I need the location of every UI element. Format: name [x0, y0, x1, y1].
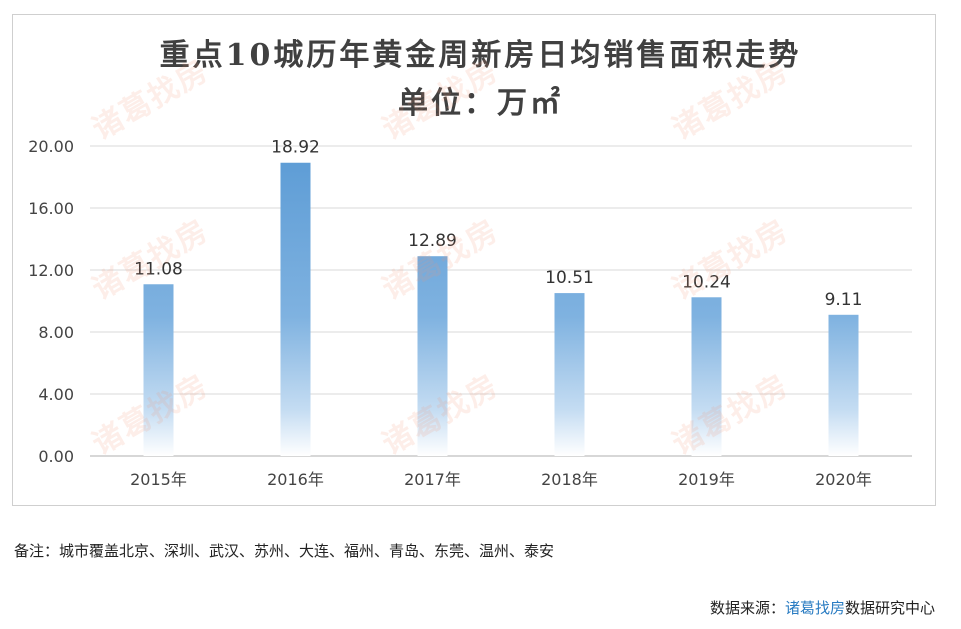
bar — [554, 293, 585, 456]
x-tick-label: 2016年 — [267, 470, 324, 489]
y-tick-label: 16.00 — [28, 199, 74, 218]
footnote: 备注：城市覆盖北京、深圳、武汉、苏州、大连、福州、青岛、东莞、温州、泰安 — [14, 542, 555, 560]
x-tick-label: 2019年 — [678, 470, 735, 489]
data-label: 11.08 — [134, 259, 183, 279]
source-suffix: 数据研究中心 — [844, 599, 935, 617]
data-label: 18.92 — [271, 138, 320, 158]
x-tick-label: 2020年 — [815, 470, 872, 489]
data-label: 10.51 — [545, 268, 594, 288]
y-tick-label: 0.00 — [38, 447, 74, 466]
bar — [417, 256, 448, 456]
x-tick-label: 2015年 — [130, 470, 187, 489]
y-tick-label: 4.00 — [38, 385, 74, 404]
data-label: 12.89 — [408, 231, 457, 251]
bar — [143, 284, 174, 456]
data-label: 9.11 — [825, 290, 863, 310]
y-tick-label: 8.00 — [38, 323, 74, 342]
chart-title: 重点10城历年黄金周新房日均销售面积走势 — [159, 38, 802, 73]
data-source: 数据来源：诸葛找房数据研究中心 — [710, 597, 935, 618]
y-tick-label: 12.00 — [28, 261, 74, 280]
chart-subtitle: 单位：万㎡ — [398, 86, 563, 121]
bar — [828, 314, 859, 456]
y-tick-label: 20.00 — [28, 137, 74, 156]
x-tick-label: 2017年 — [404, 470, 461, 489]
x-tick-label: 2018年 — [541, 470, 598, 489]
bar — [280, 162, 311, 457]
source-brand: 诸葛找房 — [784, 599, 845, 617]
source-prefix: 数据来源： — [709, 599, 785, 617]
bar — [691, 297, 722, 456]
data-label: 10.24 — [682, 272, 731, 292]
